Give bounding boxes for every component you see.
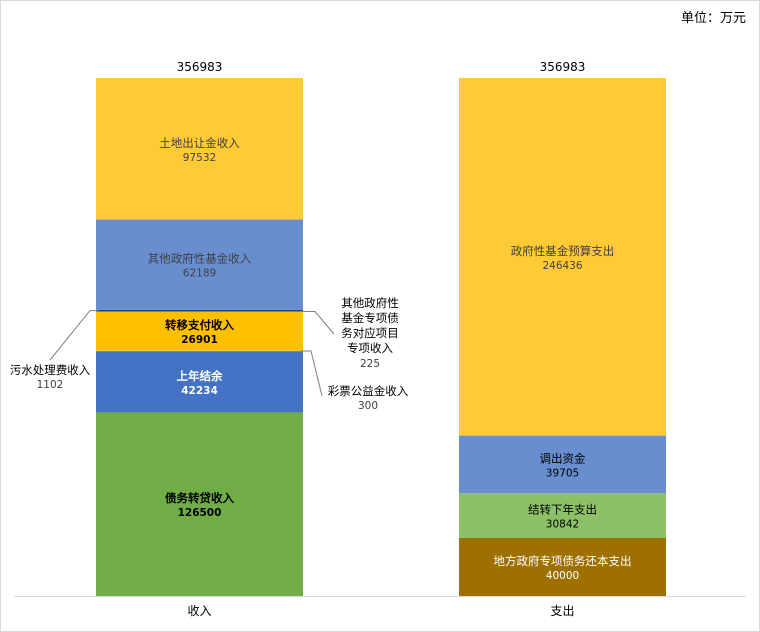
category-label-1: 支出 — [550, 604, 574, 618]
leader-line-1 — [301, 350, 323, 397]
bar-segment-income-5 — [96, 309, 303, 312]
segment-label-9: 结转下年支出 — [528, 503, 597, 517]
segment-label-6: 其他政府性基金收入 — [148, 252, 252, 266]
segment-label-0: 债务转贷收入 — [165, 491, 234, 505]
callout-value-0: 225 — [360, 358, 380, 370]
segment-label-10: 调出资金 — [540, 451, 586, 465]
segment-value-8: 40000 — [546, 570, 579, 582]
callout-label-0-3: 专项收入 — [347, 341, 393, 355]
segment-value-9: 30842 — [546, 519, 579, 531]
bar-segment-income-2 — [96, 350, 303, 352]
bar-segment-expense-10 — [459, 435, 666, 494]
segment-label-1: 上年结余 — [177, 369, 223, 383]
bar-segment-income-4 — [96, 311, 303, 312]
bar-segment-income-1 — [96, 351, 303, 413]
bar-segment-income-6 — [96, 219, 303, 310]
total-label-1: 356983 — [540, 60, 586, 74]
bar-segment-expense-11 — [459, 78, 666, 436]
callout-label-2: 污水处理费收入 — [10, 363, 91, 377]
callout-value-1: 300 — [358, 400, 378, 412]
segment-value-7: 97532 — [183, 152, 216, 164]
callout-label-0-0: 其他政府性 — [341, 296, 399, 310]
segment-label-3: 转移支付收入 — [165, 318, 234, 332]
segment-label-8: 地方政府专项债务还本支出 — [494, 554, 632, 568]
leader-line-2 — [49, 310, 98, 361]
callout-label-0-1: 基金专项债 — [341, 311, 399, 325]
bars-layer — [14, 78, 746, 597]
segment-value-1: 42234 — [181, 385, 218, 397]
segment-value-6: 62189 — [183, 268, 216, 280]
leader-line-0 — [301, 311, 335, 335]
bar-segment-expense-9 — [459, 493, 666, 538]
segment-value-10: 39705 — [546, 467, 579, 479]
callout-value-2: 1102 — [37, 379, 64, 391]
segment-label-11: 政府性基金预算支出 — [511, 244, 615, 258]
bar-segment-income-7 — [96, 78, 303, 220]
callout-label-0-2: 务对应项目 — [341, 326, 399, 340]
category-label-0: 收入 — [187, 604, 211, 618]
segment-value-0: 126500 — [178, 507, 222, 519]
callout-label-1: 彩票公益金收入 — [328, 384, 409, 398]
bar-segment-income-3 — [96, 311, 303, 351]
segment-value-3: 26901 — [181, 334, 218, 346]
bar-segment-expense-8 — [459, 537, 666, 596]
bar-segment-income-0 — [96, 412, 303, 596]
labels-layer: 债务转贷收入 126500 上年结余 42234 转移支付收入 26901 其他政府性基金收… — [148, 60, 632, 618]
segment-value-11: 246436 — [542, 260, 582, 272]
total-label-0: 356983 — [177, 60, 223, 74]
unit-label: 单位：万元 — [681, 11, 746, 26]
segment-label-7: 土地出让金收入 — [159, 136, 240, 150]
